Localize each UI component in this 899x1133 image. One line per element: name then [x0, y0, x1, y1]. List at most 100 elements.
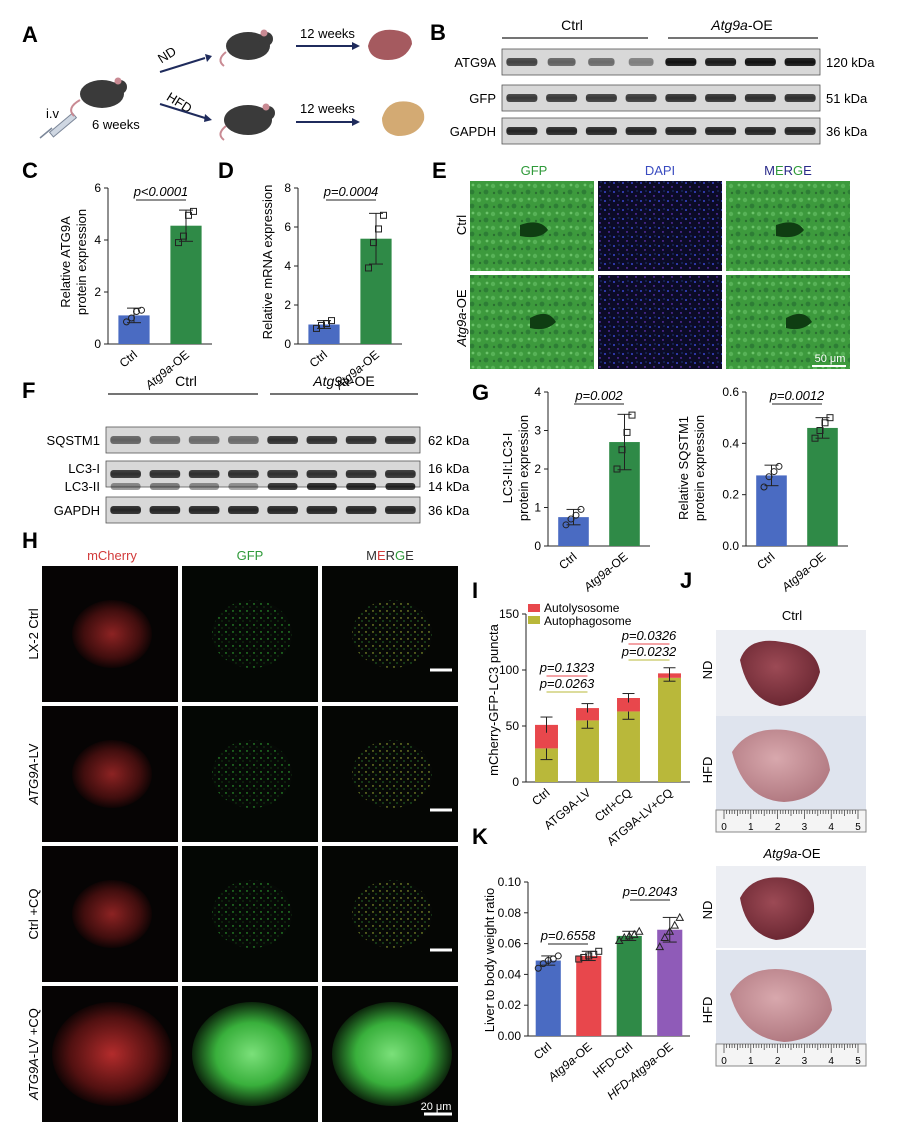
chart-i: 050100150CtrlATG9A-LVCtrl+CQATG9A-LV+CQA… [499, 601, 690, 849]
wb-b-kda-1: 51 kDa [826, 91, 868, 106]
wb-b-band-2-4 [665, 127, 697, 135]
i-sig2-pvalue: p=0.0263 [539, 676, 595, 691]
d-pt-1-0 [365, 264, 372, 272]
k-xlabel-0: Ctrl [531, 1040, 554, 1063]
wb-f-band-2-3 [228, 506, 259, 514]
liver-hfd-icon [382, 101, 425, 136]
c-sig-pvalue: p<0.0001 [133, 184, 189, 199]
e-col-dapi: DAPI [645, 163, 675, 178]
k-pt-0-4 [554, 952, 562, 960]
e-vessel-4 [786, 313, 812, 330]
gl-pt-0-0 [562, 521, 570, 529]
panel-letter-e: E [432, 158, 447, 183]
i-bar-autophagosome-3 [658, 677, 681, 782]
k-bar-2 [616, 935, 642, 1036]
wb-b-band-0-2 [588, 58, 615, 66]
wb-f-label-0: SQSTM1 [47, 433, 100, 448]
gl-pt-1-2 [623, 428, 631, 436]
wb-f-band-0-2 [188, 436, 220, 444]
panel-letter-j: J [680, 568, 692, 593]
h-image-grid: LX-2 Ctrl ATG9A-LV Ctrl +CQ ATG9A-LV +CQ [26, 566, 458, 1122]
panel-letter-i: I [472, 578, 478, 603]
wb-b-band-1-3 [625, 94, 657, 102]
panel-h: H mCherry GFP MERGE LX-2 Ctrl ATG9A-LV Ctr… [22, 528, 458, 1122]
gl-ytick-label-2: 2 [534, 462, 541, 476]
wb-f-band-0-6 [345, 436, 377, 444]
c-pt-0-1 [128, 314, 135, 322]
d-pt-1-3 [380, 211, 387, 219]
j-liver-ctrl-hfd [732, 729, 830, 802]
h-col-mcherry: mCherry [87, 548, 137, 563]
h-cell-gfp-3 [192, 1002, 312, 1106]
e-vessel-2 [776, 222, 804, 238]
wb-b-label-0: ATG9A [454, 55, 496, 70]
wb-b-band-2-2 [585, 127, 617, 135]
k-ytick-label-4: 0.08 [498, 906, 522, 920]
wb-f-band-2-7 [385, 506, 416, 514]
gr-ytick-label-2: 0.4 [722, 436, 739, 450]
d-ytick-label-1: 2 [284, 298, 291, 312]
j-hfd-1: HFD [700, 757, 715, 784]
k-pt-3-2 [665, 926, 675, 935]
h-col-gfp: GFP [237, 548, 264, 563]
wb-f-band-0-5 [306, 436, 338, 444]
c-pt-1-1 [180, 232, 187, 240]
wb-f-band-2-4 [267, 506, 298, 514]
panel-letter-d: D [218, 158, 234, 183]
wb-f-band-0-4 [267, 436, 298, 444]
k-xlabel-1: Atg9a-OE [545, 1040, 595, 1085]
wb-f-label-lc3ii: LC3-II [65, 479, 100, 494]
gl-pt-0-3 [577, 505, 585, 513]
mouse-nd-icon [219, 29, 273, 67]
e-scale-label: 50 μm [815, 353, 846, 365]
k-pt-1-1 [580, 953, 588, 961]
gr-bar-1 [807, 427, 838, 546]
panel-d: D Relative mRNA expression 0 2 4 6 8 Ctrl Atg9… [218, 158, 402, 393]
wb-b-band-0-3 [628, 58, 654, 66]
wb-b-band-2-6 [744, 127, 776, 135]
panel-c: C Relative ATG9A protein expression 0 2 4 6… [22, 158, 212, 393]
k-pt-2-1 [619, 932, 629, 941]
k-pt-3-0 [655, 942, 665, 951]
d-ytick-label-3: 6 [284, 220, 291, 234]
d-ytick-label-4: 8 [284, 181, 291, 195]
chart-g-left-ylabel-2: protein expression [516, 415, 531, 521]
arrowhead-12wk-top [352, 42, 360, 50]
h-col-merge: MERGE [366, 548, 414, 563]
wb-f-label-lc3i: LC3-I [68, 461, 100, 476]
chart-k: 0.000.020.040.060.080.10CtrlAtg9a-OEHFD-… [498, 875, 690, 1103]
mouse-hfd-icon [219, 103, 275, 141]
wb-f-band-1-6 [345, 470, 377, 478]
i-legend-autolysosome-swatch [528, 604, 540, 612]
k-sig2-pvalue: p=0.2043 [622, 884, 678, 899]
wb-f-band-0-3 [228, 436, 259, 444]
wb-b-band-1-2 [585, 94, 617, 102]
k-pt-0-0 [534, 964, 542, 972]
i-legend-autophagosome-swatch [528, 616, 540, 624]
chart-g-right-ylabel-1: Relative SQSTM1 [676, 416, 691, 520]
e-col-gfp: GFP [521, 163, 548, 178]
iv-label: i.v [46, 106, 60, 121]
k-pt-0-3 [549, 955, 557, 963]
wb-f-band-lc3ii-2 [189, 483, 220, 490]
gr-xlabel-1: Atg9a-OE [778, 550, 828, 595]
k-ytick-label-0: 0.00 [498, 1029, 522, 1043]
panel-e: E GFP DAPI MERGE Ctrl Atg9a-OE 50 μm [432, 158, 850, 369]
i-sig4-pvalue: p=0.0232 [621, 644, 677, 659]
gl-pt-1-0 [613, 465, 621, 473]
wb-f-band-lc3ii-7 [385, 483, 416, 490]
k-pt-0-2 [544, 957, 552, 965]
k-ytick-label-1: 0.02 [498, 998, 522, 1012]
d-pt-0-1 [318, 321, 325, 329]
wb-b-band-2-7 [784, 127, 816, 135]
gl-ytick-label-1: 1 [534, 501, 541, 515]
wb-f-band-1-7 [385, 470, 416, 478]
diet-hfd-label: HFD [164, 89, 195, 116]
gr-pt-0-1 [765, 473, 773, 481]
k-pt-1-0 [575, 955, 583, 963]
wb-f-band-1-2 [188, 470, 220, 478]
e-row-ctrl: Ctrl [454, 215, 469, 235]
j-nd-1: ND [700, 661, 715, 680]
